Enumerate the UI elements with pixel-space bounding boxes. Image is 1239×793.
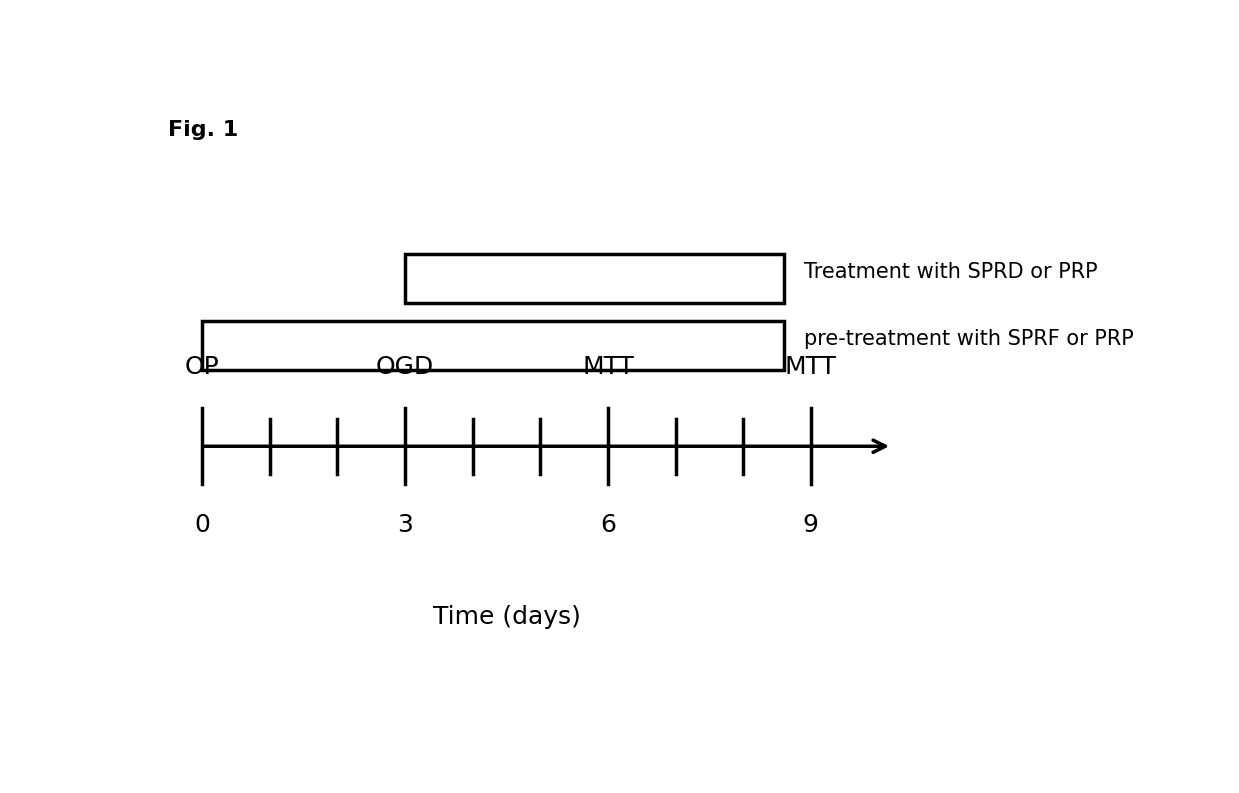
Text: Fig. 1: Fig. 1 — [169, 120, 239, 140]
Text: Treatment with SPRD or PRP: Treatment with SPRD or PRP — [804, 262, 1098, 282]
Text: 0: 0 — [195, 513, 211, 538]
Text: pre-treatment with SPRF or PRP: pre-treatment with SPRF or PRP — [804, 329, 1134, 350]
Text: 6: 6 — [600, 513, 616, 538]
Text: MTT: MTT — [582, 355, 634, 379]
Bar — [405, 254, 784, 303]
Text: 9: 9 — [803, 513, 819, 538]
Text: OP: OP — [185, 355, 219, 379]
Bar — [202, 321, 784, 370]
Text: OGD: OGD — [375, 355, 434, 379]
Text: Time (days): Time (days) — [432, 605, 580, 629]
Text: 3: 3 — [398, 513, 413, 538]
Text: MTT: MTT — [784, 355, 836, 379]
